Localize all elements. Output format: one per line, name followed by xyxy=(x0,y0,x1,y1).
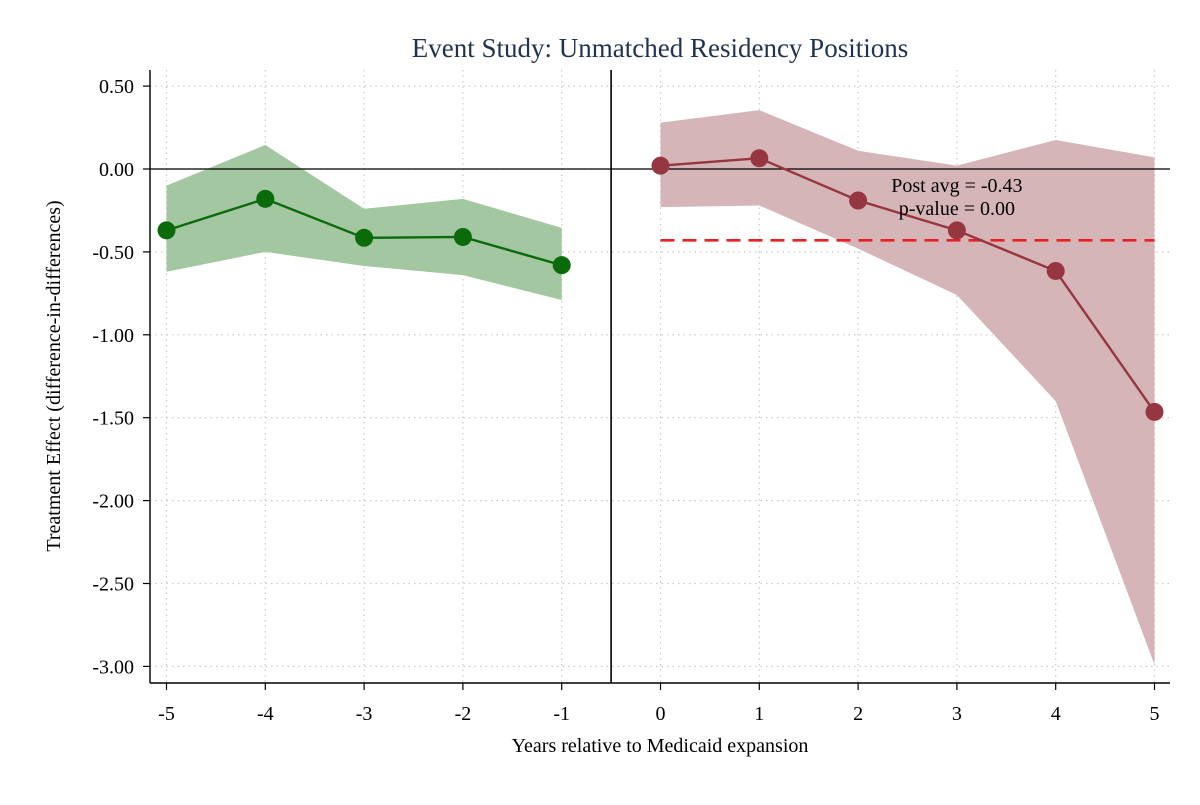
x-tick-label: -5 xyxy=(158,703,175,725)
pre-point xyxy=(552,256,571,275)
pre-confidence-band xyxy=(166,144,562,300)
post-point xyxy=(849,191,868,210)
post-series-line xyxy=(660,157,1156,413)
post-point xyxy=(750,149,769,168)
x-tick-label: 1 xyxy=(754,703,764,725)
y-tick-label: -0.50 xyxy=(92,242,134,264)
y-tick-label: -2.00 xyxy=(92,491,134,513)
x-tick-label: 5 xyxy=(1150,703,1160,725)
y-tick-label: -1.50 xyxy=(92,408,134,430)
x-tick-label: 3 xyxy=(952,703,962,725)
x-tick-label: -4 xyxy=(257,703,274,725)
series-point-layer xyxy=(157,149,1164,421)
y-axis-title: Treatment Effect (difference-in-differen… xyxy=(43,200,65,551)
pre-point xyxy=(453,227,472,246)
post-point xyxy=(1046,261,1065,280)
x-tick-label: 4 xyxy=(1051,703,1061,725)
y-tick-label: -2.50 xyxy=(92,574,134,596)
y-tick-label: -1.00 xyxy=(92,325,134,347)
annotation-p-value: p-value = 0.00 xyxy=(899,198,1015,220)
chart-title: Event Study: Unmatched Residency Positio… xyxy=(412,33,908,63)
y-tick-label: 0.00 xyxy=(99,159,134,181)
axis-layer: 0.50 0.00 -0.50 -1.00 -1.50 -2.00 -2.50 -3.00 -5… xyxy=(92,70,1170,725)
x-tick-label: 0 xyxy=(656,703,666,725)
x-tick-label: -3 xyxy=(356,703,373,725)
pre-point xyxy=(355,228,374,247)
annotation-post-avg: Post avg = -0.43 xyxy=(891,175,1022,197)
x-tick-label: 2 xyxy=(853,703,863,725)
y-tick-label: 0.50 xyxy=(99,76,134,98)
x-tick-label: -2 xyxy=(455,703,472,725)
confidence-band-layer xyxy=(166,110,1155,665)
post-point xyxy=(651,156,670,175)
x-tick-label: -1 xyxy=(553,703,570,725)
pre-point xyxy=(157,221,176,240)
post-point xyxy=(947,221,966,240)
pre-point xyxy=(256,189,275,208)
x-axis-title: Years relative to Medicaid expansion xyxy=(512,735,809,757)
post-point xyxy=(1145,402,1164,421)
y-tick-label: -3.00 xyxy=(92,656,134,678)
post-confidence-band xyxy=(660,110,1155,665)
